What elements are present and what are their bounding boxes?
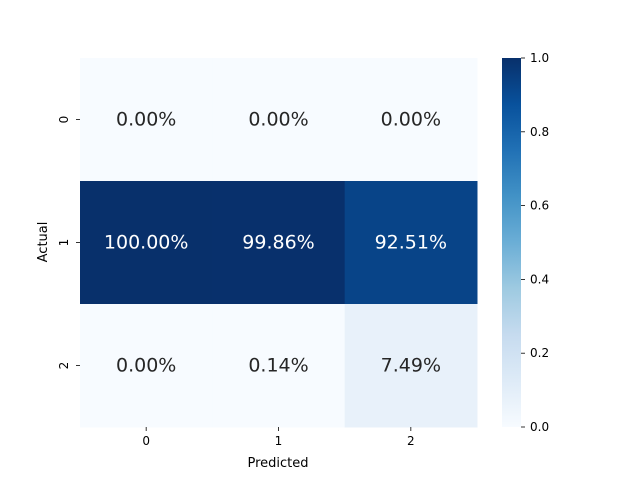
cell-value-label: 99.86% — [242, 232, 314, 254]
x-tick-label: 1 — [275, 434, 283, 448]
colorbar: 0.0 0.2 0.4 0.6 0.8 1.0 — [502, 51, 549, 434]
x-axis: 0 1 2 — [142, 427, 415, 448]
heatmap-cell — [80, 58, 213, 182]
heatmap-cells — [80, 58, 478, 428]
cell-value-label: 100.00% — [104, 232, 189, 254]
heatmap-cell — [80, 181, 213, 305]
colorbar-tick-label: 0.6 — [530, 199, 549, 213]
colorbar-gradient — [502, 58, 521, 427]
heatmap-cell-labels: 0.00% 0.00% 0.00% 100.00% 99.86% 92.51% 0.00% 0… — [104, 109, 447, 377]
heatmap-cell — [344, 304, 478, 428]
colorbar-tick-label: 0.0 — [530, 420, 549, 434]
heatmap-cell — [212, 304, 346, 428]
y-tick-label: 0 — [57, 116, 71, 124]
colorbar-tick-label: 0.4 — [530, 272, 549, 286]
y-axis: 0 1 2 — [57, 116, 80, 370]
heatmap-cell — [344, 181, 478, 305]
cell-value-label: 0.00% — [116, 355, 176, 377]
cell-value-label: 0.00% — [248, 109, 308, 131]
cell-value-label: 0.00% — [116, 109, 176, 131]
cell-value-label: 7.49% — [381, 355, 441, 377]
x-axis-label: Predicted — [247, 456, 308, 471]
heatmap-cell — [212, 58, 346, 182]
cell-value-label: 92.51% — [375, 232, 447, 254]
colorbar-ticks: 0.0 0.2 0.4 0.6 0.8 1.0 — [521, 51, 549, 434]
y-axis-label: Actual — [36, 222, 51, 263]
cell-value-label: 0.14% — [248, 355, 308, 377]
y-tick-label: 2 — [57, 362, 71, 370]
y-tick-label: 1 — [57, 239, 71, 247]
colorbar-tick-label: 1.0 — [530, 51, 549, 65]
x-tick-label: 0 — [142, 434, 150, 448]
colorbar-tick-label: 0.8 — [530, 125, 549, 139]
x-tick-label: 2 — [407, 434, 415, 448]
cell-value-label: 0.00% — [381, 109, 441, 131]
heatmap-cell — [212, 181, 346, 305]
colorbar-tick-label: 0.2 — [530, 346, 549, 360]
heatmap-cell — [80, 304, 213, 428]
heatmap-cell — [344, 58, 478, 182]
